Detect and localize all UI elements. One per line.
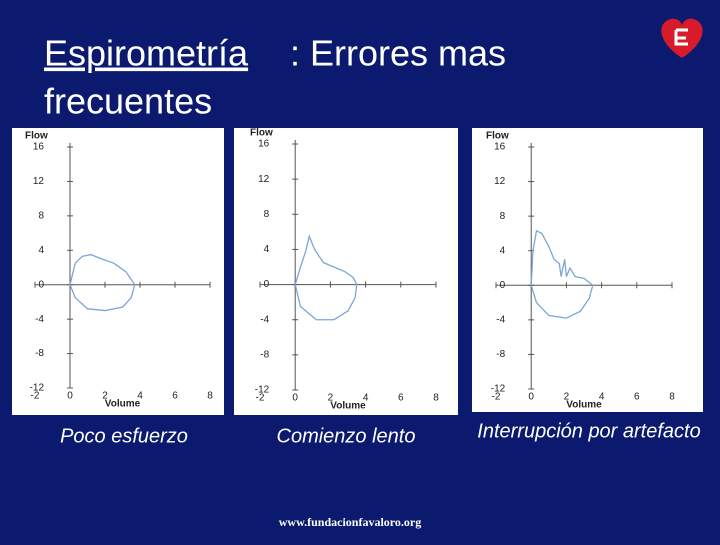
y-axis-label: Flow [486, 131, 509, 142]
y-tick-label: 12 [33, 176, 45, 187]
x-tick-label: 2 [102, 391, 108, 402]
y-tick-label: 0 [264, 279, 270, 290]
y-tick-label: 16 [33, 142, 45, 153]
x-tick-label: 8 [433, 393, 439, 404]
x-tick-label: -2 [256, 393, 265, 404]
x-tick-label: 0 [292, 393, 298, 404]
title-underlined: Espirometría [44, 33, 249, 74]
y-tick-label: -12 [30, 383, 45, 394]
y-tick-label: 8 [38, 210, 44, 221]
x-tick-label: 0 [528, 392, 534, 403]
y-tick-label: 0 [38, 279, 44, 290]
title-line2: frecuentes [44, 81, 212, 122]
y-tick-label: 12 [258, 174, 270, 185]
title-rest: : Errores mas [290, 33, 506, 74]
y-axis-label: Flow [25, 131, 48, 142]
caption: Interrupción por artefacto [477, 420, 700, 442]
y-tick-label: -8 [260, 349, 269, 360]
x-tick-label: 6 [172, 391, 178, 402]
y-tick-label: -4 [496, 314, 505, 325]
y-tick-label: 4 [500, 245, 506, 256]
y-tick-label: -12 [255, 385, 270, 396]
y-tick-label: -12 [491, 384, 506, 395]
x-tick-label: 2 [328, 393, 334, 404]
x-tick-label: -2 [31, 391, 40, 402]
y-tick-label: 8 [264, 209, 270, 220]
y-tick-label: 16 [494, 142, 506, 153]
x-tick-label: 2 [564, 392, 570, 403]
y-tick-label: 16 [258, 139, 270, 150]
y-tick-label: 4 [38, 245, 44, 256]
x-tick-label: 8 [207, 391, 213, 402]
y-tick-label: -4 [35, 314, 44, 325]
y-tick-label: 0 [500, 280, 506, 291]
x-tick-label: 4 [363, 393, 369, 404]
x-axis-label: Volume [105, 399, 141, 410]
y-tick-label: 12 [494, 176, 506, 187]
x-axis-label: Volume [330, 401, 366, 412]
y-tick-label: -4 [260, 314, 269, 325]
caption: Comienzo lento [277, 425, 416, 447]
y-tick-label: -8 [35, 348, 44, 359]
x-axis-label: Volume [566, 400, 602, 411]
x-tick-label: 8 [669, 392, 675, 403]
x-tick-label: 4 [599, 392, 605, 403]
url: www.fundacionfavaloro.org [279, 515, 421, 529]
x-tick-label: 6 [398, 393, 404, 404]
caption: Poco esfuerzo [60, 425, 188, 447]
chart-panel [12, 128, 224, 415]
y-tick-label: -8 [496, 349, 505, 360]
y-axis-label: Flow [250, 128, 273, 139]
x-tick-label: 4 [137, 391, 143, 402]
x-tick-label: -2 [492, 392, 501, 403]
y-tick-label: 4 [264, 244, 270, 255]
flow-volume-loop [294, 234, 358, 321]
y-tick-label: 8 [500, 211, 506, 222]
chart-panel [234, 128, 458, 415]
x-tick-label: 6 [634, 392, 640, 403]
chart-panel [472, 128, 703, 412]
logo [661, 18, 703, 58]
flow-volume-loop [69, 253, 136, 312]
x-tick-label: 0 [67, 391, 73, 402]
flow-volume-loop [530, 229, 594, 319]
